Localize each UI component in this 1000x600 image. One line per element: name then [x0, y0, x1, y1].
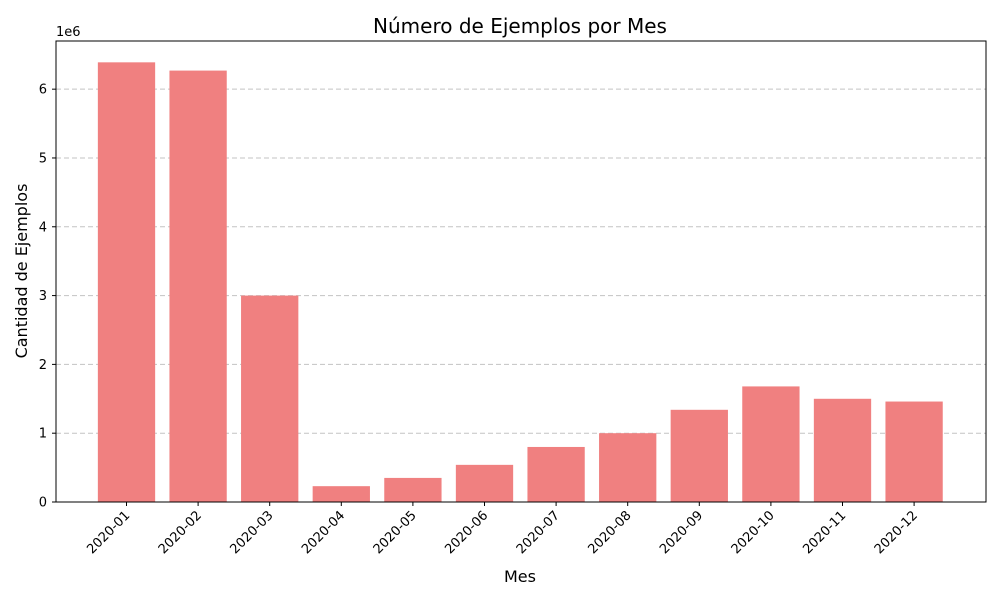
x-axis-label: Mes: [504, 567, 536, 586]
x-tick-label: 2020-11: [800, 508, 849, 557]
y-tick-label: 5: [39, 151, 47, 166]
bars: [97, 62, 943, 503]
x-tick-label: 2020-07: [514, 508, 563, 557]
bar-2020-08: [599, 433, 657, 502]
bar-2020-11: [813, 398, 872, 502]
y-tick-label: 1: [39, 427, 47, 442]
x-axis-ticks: 2020-01 2020-02 2020-03 2020-04 2020-05 2020-…: [84, 502, 921, 557]
x-tick-label: 2020-04: [299, 508, 348, 557]
y-tick-label: 0: [39, 496, 47, 511]
x-tick-label: 2020-03: [228, 508, 277, 557]
y-axis-ticks: 0 1 2 3 4 5 6: [39, 83, 56, 511]
x-tick-label: 2020-12: [872, 508, 921, 557]
bar-2020-12: [885, 401, 943, 502]
bar-2020-07: [527, 446, 585, 502]
x-tick-label: 2020-02: [156, 508, 205, 557]
x-tick-label: 2020-10: [729, 508, 778, 557]
bar-2020-04: [312, 486, 370, 502]
bar-2020-06: [455, 464, 514, 502]
plot-frame: [55, 40, 987, 503]
x-tick-label: 2020-09: [657, 508, 706, 557]
y-tick-label: 3: [39, 289, 47, 304]
y-tick-label: 4: [39, 220, 47, 235]
bar-2020-02: [169, 70, 227, 502]
x-tick-label: 2020-05: [371, 508, 420, 557]
y-scale-label: 1e6: [56, 25, 81, 40]
bar-2020-05: [384, 477, 442, 502]
y-tick-label: 2: [39, 358, 47, 373]
x-tick-label: 2020-06: [442, 508, 491, 557]
x-tick-label: 2020-01: [84, 508, 133, 557]
y-tick-label: 6: [39, 83, 47, 98]
bar-2020-01: [97, 62, 156, 503]
chart-title: Número de Ejemplos por Mes: [373, 14, 667, 38]
bar-2020-10: [742, 386, 800, 502]
y-axis-label: Cantidad de Ejemplos: [12, 184, 31, 359]
bar-2020-03: [241, 295, 299, 502]
bar-2020-09: [670, 409, 728, 502]
x-tick-label: 2020-08: [586, 508, 635, 557]
